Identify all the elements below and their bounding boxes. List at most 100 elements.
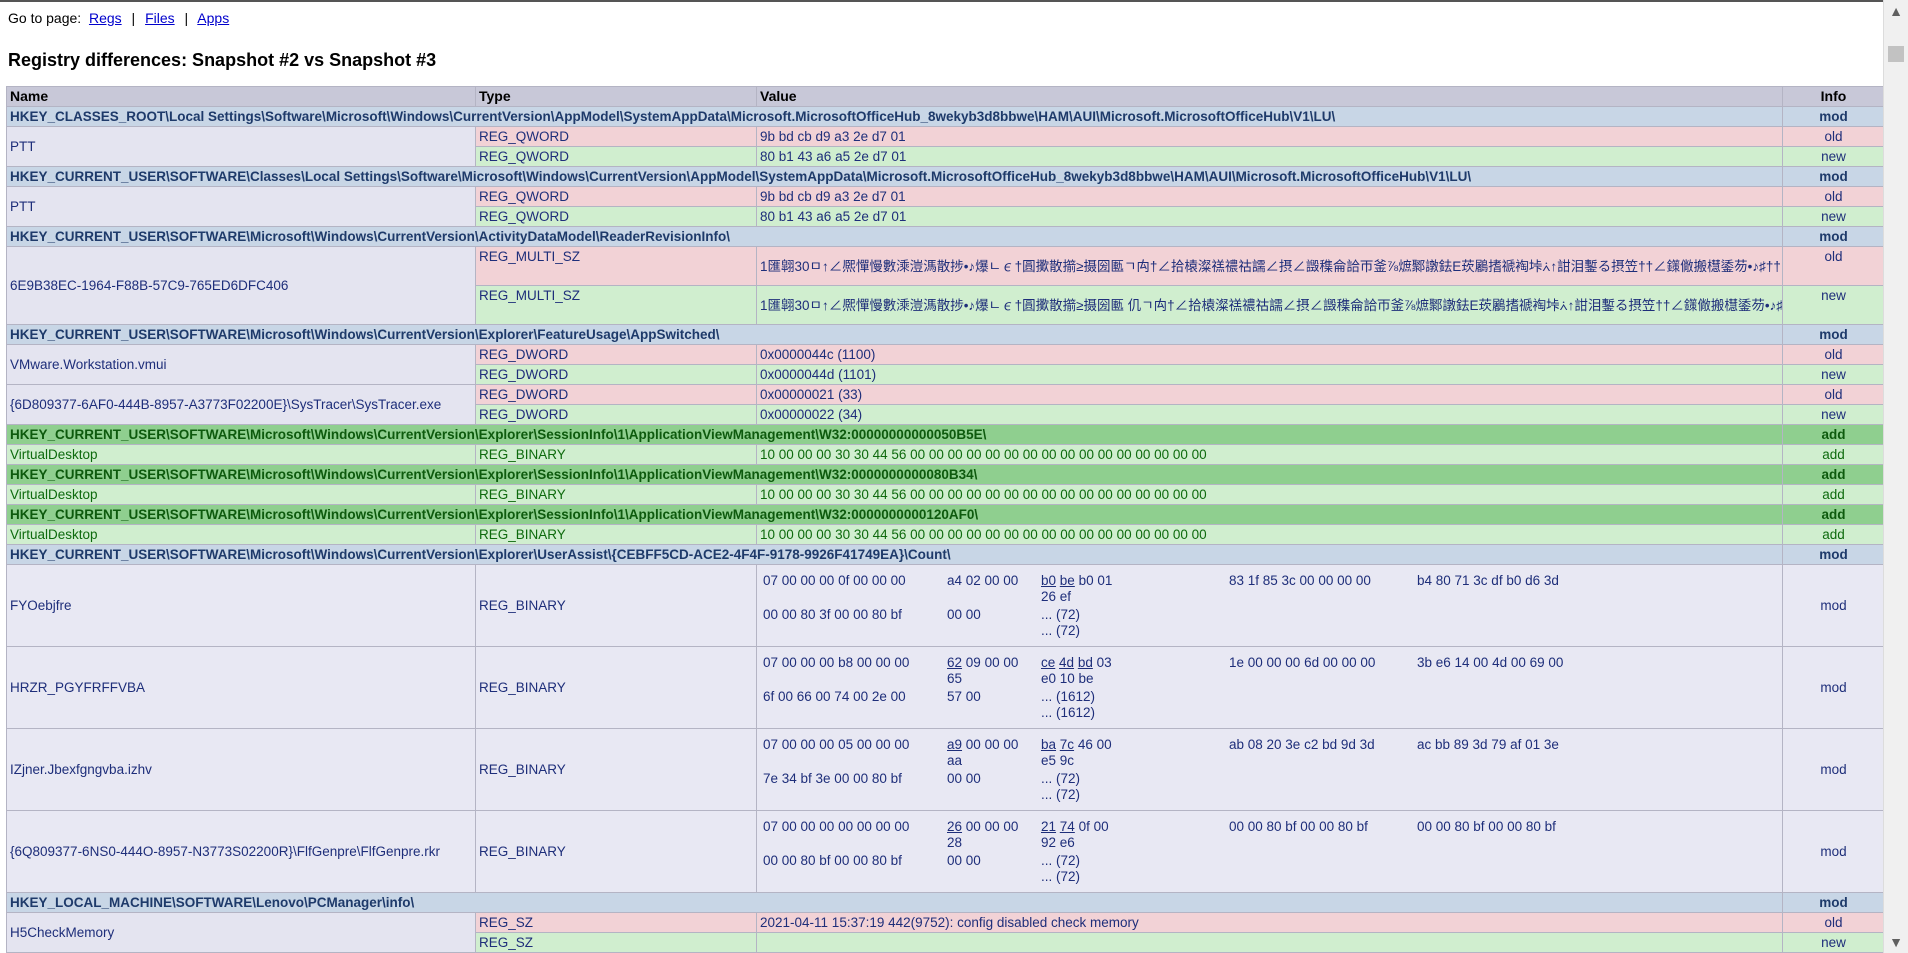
registry-key-row[interactable]: HKEY_LOCAL_MACHINE\SOFTWARE\Lenovo\PCMan… — [6, 892, 1884, 913]
value-name: VirtualDesktop — [6, 524, 476, 545]
hex-bytes: b0 01 — [1078, 572, 1113, 588]
hex-bytes-count: ... (1612)... (1612) — [1041, 689, 1229, 721]
hex-byte-new: 26 ef — [1041, 588, 1072, 604]
hex-bytes: 09 00 00 — [965, 654, 1019, 670]
info-badge: add — [1782, 484, 1884, 505]
value-row-old: PTT REG_QWORD 9b bd cb d9 a3 2e d7 01 ol… — [6, 126, 1884, 167]
registry-key-row-added[interactable]: HKEY_CURRENT_USER\SOFTWARE\Microsoft\Win… — [6, 424, 1884, 445]
info-badge: add — [1782, 444, 1884, 465]
value-data: 0x00000022 (34) — [756, 404, 1783, 425]
info-badge: mod — [1782, 810, 1884, 893]
hex-byte-old: bd — [1077, 654, 1093, 670]
value-name: PTT — [6, 126, 476, 167]
window-top-border — [0, 0, 1908, 2]
value-type: REG_DWORD — [475, 384, 757, 405]
value-row-added: VirtualDesktop REG_BINARY 10 00 00 00 30… — [6, 484, 1884, 505]
hex-bytes: 07 00 00 00 05 00 00 00 — [763, 736, 910, 752]
info-badge: mod — [1782, 646, 1884, 729]
scroll-up-arrow-icon[interactable]: ▲ — [1889, 3, 1903, 19]
hex-diff: 07 00 00 00 b8 00 00 00 62 09 00 00 65 ce… — [756, 646, 1783, 729]
value-data: 1匯翶30ㅁ↑∠熈憚慢數溗溰溤散捗•♪爆ㄴ∊†圓擹散擶≥摄圀匭ㄱ禸†∠拾榬澯禚禯… — [756, 246, 1783, 286]
value-row-added: VirtualDesktop REG_BINARY 10 00 00 00 30… — [6, 524, 1884, 545]
info-badge: mod — [1782, 564, 1884, 647]
info-badge: add — [1782, 504, 1884, 525]
hex-diff: 07 00 00 00 05 00 00 00 a9 00 00 00 aa ba… — [756, 728, 1783, 811]
hex-more: ... (72) — [1041, 770, 1081, 786]
value-type: REG_SZ — [475, 932, 757, 953]
value-data: 80 b1 43 a6 a5 2e d7 01 — [756, 146, 1783, 167]
value-row-new: REG_SZ new — [7, 932, 1884, 953]
hex-bytes-changed: 62 09 00 00 65 — [947, 655, 1041, 687]
value-name: VirtualDesktop — [6, 444, 476, 465]
scrollbar-thumb[interactable] — [1888, 46, 1904, 62]
hex-byte-old: be — [1059, 572, 1075, 588]
hex-bytes: 46 00 — [1077, 736, 1112, 752]
info-badge: add — [1782, 424, 1884, 445]
value-type: REG_BINARY — [475, 444, 757, 465]
hex-bytes: 57 00 — [947, 688, 981, 704]
registry-key-row[interactable]: HKEY_CURRENT_USER\SOFTWARE\Microsoft\Win… — [6, 226, 1884, 247]
value-type: REG_BINARY — [475, 524, 757, 545]
hex-byte-old: b0 — [1041, 572, 1057, 588]
hex-byte-new: 28 — [947, 834, 963, 850]
hex-bytes: 0f 00 — [1078, 818, 1109, 834]
hex-more: ... (72) — [1041, 622, 1081, 638]
registry-key-row-added[interactable]: HKEY_CURRENT_USER\SOFTWARE\Microsoft\Win… — [6, 464, 1884, 485]
binary-diff-row: HRZR_PGYFRFFVBA REG_BINARY 07 00 00 00 b… — [6, 646, 1884, 729]
value-type: REG_BINARY — [475, 810, 757, 893]
hex-bytes: 00 00 80 bf 00 00 80 bf — [1417, 818, 1556, 834]
value-row-old: H5CheckMemory REG_SZ 2021-04-11 15:37:19… — [6, 912, 1884, 953]
hex-bytes: 3b e6 14 00 4d 00 69 00 — [1417, 654, 1564, 670]
value-data: 2021-04-11 15:37:19 442(9752): config di… — [756, 912, 1783, 933]
vertical-scrollbar[interactable]: ▲ ▼ — [1883, 0, 1908, 953]
value-data: 0x00000021 (33) — [756, 384, 1783, 405]
value-row-old: 6E9B38EC-1964-F88B-57C9-765ED6DFC406 REG… — [6, 246, 1884, 325]
value-row-new: REG_QWORD 80 b1 43 a6 a5 2e d7 01 new — [7, 146, 1884, 167]
link-files[interactable]: Files — [145, 10, 175, 26]
hex-diff: 07 00 00 00 00 00 00 00 26 00 00 00 28 21… — [756, 810, 1783, 893]
link-regs[interactable]: Regs — [88, 10, 122, 26]
value-data: 0x0000044d (1101) — [756, 364, 1783, 385]
value-data: 10 00 00 00 30 30 44 56 00 00 00 00 00 0… — [756, 444, 1783, 465]
value-row-old: PTT REG_QWORD 9b bd cb d9 a3 2e d7 01 ol… — [6, 186, 1884, 227]
nav-separator: | — [184, 10, 189, 26]
value-type: REG_DWORD — [475, 344, 757, 365]
table-header-row: Name Type Value Info — [6, 86, 1884, 107]
hex-bytes-count: ... (72)... (72) — [1041, 771, 1229, 803]
hex-bytes-changed: a9 00 00 00 aa — [947, 737, 1041, 769]
link-apps[interactable]: Apps — [197, 10, 230, 26]
value-name: {6D809377-6AF0-444B-8957-A3773F02200E}\S… — [6, 384, 476, 425]
registry-key-row[interactable]: HKEY_CURRENT_USER\SOFTWARE\Microsoft\Win… — [6, 544, 1884, 565]
hex-byte-new: e0 10 be — [1041, 670, 1094, 686]
registry-key-row[interactable]: HKEY_CURRENT_USER\SOFTWARE\Classes\Local… — [6, 166, 1884, 187]
info-badge: old — [1782, 126, 1884, 147]
value-type: REG_SZ — [475, 912, 757, 933]
registry-key-row[interactable]: HKEY_CURRENT_USER\SOFTWARE\Microsoft\Win… — [6, 324, 1884, 345]
hex-bytes: 00 00 — [947, 606, 981, 622]
hex-byte-old: 21 — [1041, 818, 1057, 834]
value-data: 1匯翶30ㅁ↑∠熈憚慢數溗溰溤散捗•♪爆ㄴ∊†圓擹散擶≥摄圀匭 仉ㄱ禸†∠拾榬澯… — [756, 285, 1783, 325]
hex-bytes: 03 — [1096, 654, 1112, 670]
registry-key-row-added[interactable]: HKEY_CURRENT_USER\SOFTWARE\Microsoft\Win… — [6, 504, 1884, 525]
value-row-new: REG_QWORD 80 b1 43 a6 a5 2e d7 01 new — [7, 206, 1884, 227]
hex-byte-new: 65 — [947, 670, 963, 686]
hex-bytes-count: ... (72)... (72) — [1041, 607, 1229, 639]
hex-byte-old: a9 — [947, 736, 963, 752]
value-row-new: REG_MULTI_SZ 1匯翶30ㅁ↑∠熈憚慢數溗溰溤散捗•♪爆ㄴ∊†圓擹散擶… — [7, 285, 1884, 325]
nav-separator: | — [131, 10, 136, 26]
hex-byte-new: aa — [947, 752, 963, 768]
column-header-type: Type — [475, 86, 757, 107]
info-badge: mod — [1782, 728, 1884, 811]
hex-bytes: 00 00 — [947, 852, 981, 868]
info-badge: new — [1782, 146, 1884, 167]
registry-diff-table: Name Type Value Info HKEY_CLASSES_ROOT\L… — [6, 86, 1884, 953]
registry-key-row[interactable]: HKEY_CLASSES_ROOT\Local Settings\Softwar… — [6, 106, 1884, 127]
hex-more: ... (1612) — [1041, 688, 1096, 704]
scroll-down-arrow-icon[interactable]: ▼ — [1889, 934, 1903, 950]
value-type: REG_BINARY — [475, 564, 757, 647]
key-path: HKEY_LOCAL_MACHINE\SOFTWARE\Lenovo\PCMan… — [6, 892, 1783, 913]
value-data: 80 b1 43 a6 a5 2e d7 01 — [756, 206, 1783, 227]
key-path: HKEY_CURRENT_USER\SOFTWARE\Microsoft\Win… — [6, 464, 1783, 485]
value-type: REG_QWORD — [475, 186, 757, 207]
